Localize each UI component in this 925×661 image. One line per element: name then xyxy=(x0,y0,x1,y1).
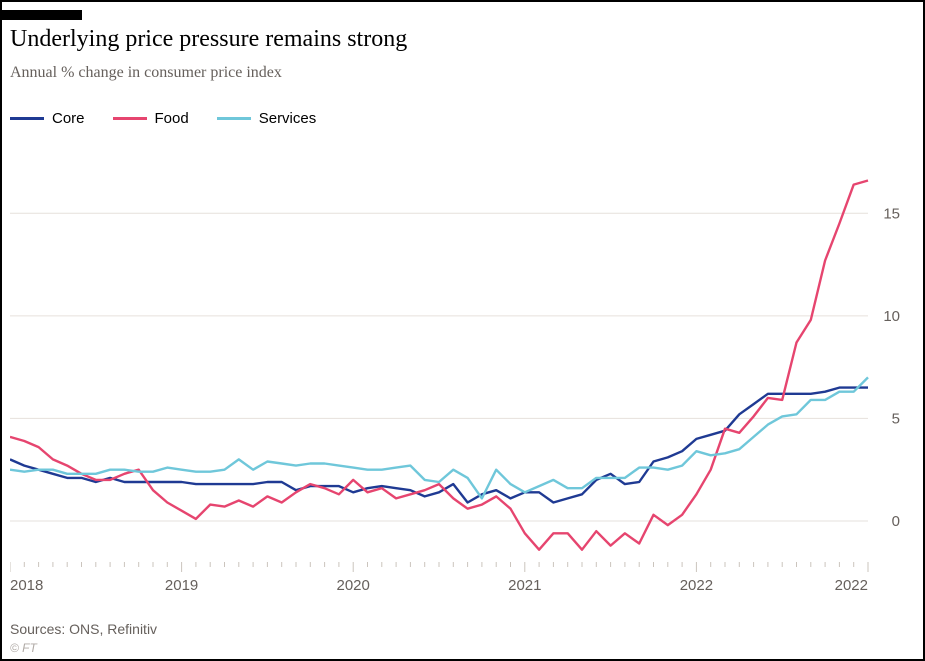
svg-text:10: 10 xyxy=(883,308,900,325)
legend-swatch-core xyxy=(10,117,44,120)
legend-label: Services xyxy=(259,110,317,127)
svg-text:5: 5 xyxy=(892,410,900,427)
svg-text:2019: 2019 xyxy=(165,577,198,592)
copyright-text: © FT xyxy=(10,641,37,655)
legend-label: Food xyxy=(155,110,189,127)
legend-item-core: Core xyxy=(10,110,85,127)
svg-text:2020: 2020 xyxy=(337,577,370,592)
svg-text:2022: 2022 xyxy=(835,577,868,592)
legend-item-food: Food xyxy=(113,110,189,127)
series-food xyxy=(10,181,868,550)
chart-svg: 0 5 10 15 2018 2019 2020 2021 2022 2022 xyxy=(10,132,918,592)
svg-text:2021: 2021 xyxy=(508,577,541,592)
legend: Core Food Services xyxy=(10,110,316,127)
chart-area: 0 5 10 15 2018 2019 2020 2021 2022 2022 xyxy=(10,132,918,592)
legend-swatch-services xyxy=(217,117,251,120)
svg-text:0: 0 xyxy=(892,513,900,530)
legend-swatch-food xyxy=(113,117,147,120)
chart-title: Underlying price pressure remains strong xyxy=(10,26,407,53)
chart-subtitle: Annual % change in consumer price index xyxy=(10,64,282,82)
svg-text:2018: 2018 xyxy=(10,577,43,592)
legend-label: Core xyxy=(52,110,85,127)
svg-text:15: 15 xyxy=(883,205,900,222)
legend-item-services: Services xyxy=(217,110,317,127)
title-accent-bar xyxy=(2,10,82,20)
svg-text:2022: 2022 xyxy=(680,577,713,592)
series-services xyxy=(10,377,868,498)
source-text: Sources: ONS, Refinitiv xyxy=(10,621,157,637)
